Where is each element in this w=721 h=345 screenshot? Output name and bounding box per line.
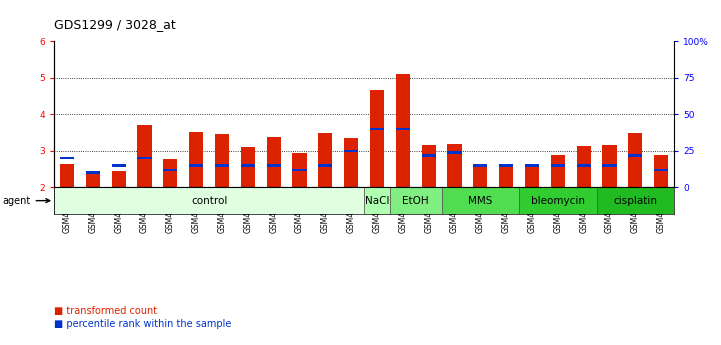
Bar xyxy=(267,164,280,167)
Bar xyxy=(60,164,74,187)
Bar xyxy=(241,164,255,167)
Bar xyxy=(422,145,435,187)
Bar xyxy=(267,137,280,187)
Bar xyxy=(448,151,461,154)
Text: GDS1299 / 3028_at: GDS1299 / 3028_at xyxy=(54,18,176,31)
Bar xyxy=(318,134,332,187)
Bar xyxy=(370,128,384,130)
Bar xyxy=(86,171,100,174)
Bar xyxy=(603,164,616,167)
Bar xyxy=(370,90,384,187)
Bar xyxy=(525,166,539,187)
Bar xyxy=(603,145,616,187)
Bar xyxy=(112,171,125,187)
Bar xyxy=(596,187,674,214)
Bar xyxy=(551,164,565,167)
Bar xyxy=(396,128,410,130)
Bar xyxy=(54,187,364,214)
Text: NaCl: NaCl xyxy=(365,196,389,206)
Text: MMS: MMS xyxy=(468,196,492,206)
Bar xyxy=(215,164,229,167)
Bar xyxy=(577,147,590,187)
Text: ■ transformed count: ■ transformed count xyxy=(54,306,157,316)
Text: cisplatin: cisplatin xyxy=(614,196,658,206)
Bar xyxy=(344,150,358,152)
Bar xyxy=(551,155,565,187)
Bar xyxy=(241,147,255,187)
Bar xyxy=(163,169,177,171)
Bar xyxy=(318,164,332,167)
Bar xyxy=(163,159,177,187)
Bar xyxy=(344,138,358,187)
Bar xyxy=(293,169,306,171)
Bar xyxy=(138,157,151,159)
Bar xyxy=(654,155,668,187)
Bar xyxy=(525,164,539,167)
Bar xyxy=(441,187,519,214)
Bar xyxy=(189,131,203,187)
Bar xyxy=(60,157,74,159)
Text: agent: agent xyxy=(2,196,50,206)
Text: EtOH: EtOH xyxy=(402,196,429,206)
Bar xyxy=(577,164,590,167)
Bar xyxy=(390,187,441,214)
Bar xyxy=(112,164,125,167)
Text: bleomycin: bleomycin xyxy=(531,196,585,206)
Bar xyxy=(499,166,513,187)
Bar xyxy=(473,164,487,167)
Bar xyxy=(628,154,642,157)
Bar xyxy=(396,74,410,187)
Bar xyxy=(628,134,642,187)
Bar xyxy=(215,135,229,187)
Bar xyxy=(519,187,596,214)
Bar xyxy=(499,164,513,167)
Bar xyxy=(364,187,390,214)
Bar xyxy=(189,164,203,167)
Bar xyxy=(293,153,306,187)
Text: control: control xyxy=(191,196,227,206)
Bar xyxy=(448,144,461,187)
Bar xyxy=(86,174,100,187)
Bar xyxy=(654,169,668,171)
Bar xyxy=(422,154,435,157)
Text: ■ percentile rank within the sample: ■ percentile rank within the sample xyxy=(54,319,231,329)
Bar xyxy=(473,166,487,187)
Bar xyxy=(138,125,151,187)
